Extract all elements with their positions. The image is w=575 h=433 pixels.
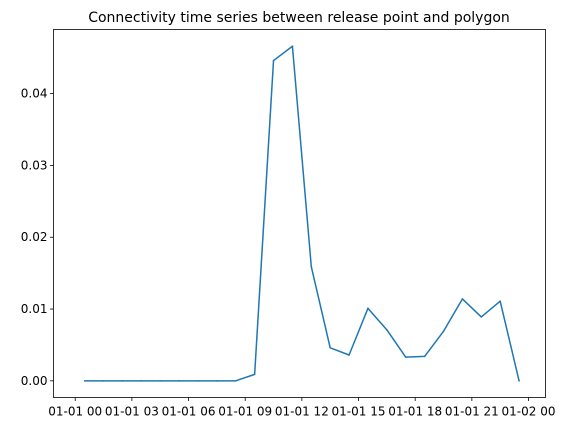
data-point <box>480 316 483 318</box>
plot-area <box>83 45 520 382</box>
data-point <box>253 373 256 376</box>
data-point <box>499 300 501 302</box>
y-tick-label: 0.03 <box>21 158 48 172</box>
data-point <box>159 380 162 382</box>
data-point <box>423 355 426 358</box>
series-line <box>84 45 520 382</box>
data-point <box>461 298 464 300</box>
data-point <box>102 380 105 382</box>
x-tick-label: 01-01 06 <box>162 405 216 419</box>
y-tick-label: 0.00 <box>21 374 48 388</box>
x-tick-label: 01-01 00 <box>48 405 102 419</box>
y-axis: 0.00 0.01 0.02 0.03 0.04 <box>21 87 54 388</box>
x-tick-label: 01-01 18 <box>388 405 442 419</box>
data-point <box>310 265 313 268</box>
data-point <box>442 330 445 333</box>
data-point <box>329 347 331 349</box>
data-point <box>216 380 218 382</box>
plot-frame <box>53 29 546 398</box>
x-tick-label: 01-01 03 <box>105 405 159 419</box>
data-point <box>367 307 369 310</box>
data-point <box>348 354 350 356</box>
x-tick-label: 01-01 21 <box>445 405 499 419</box>
data-point <box>404 356 407 358</box>
x-tick-label: 01-01 12 <box>275 405 329 419</box>
chart-title: Connectivity time series between release… <box>88 10 510 26</box>
data-point <box>121 380 124 382</box>
data-point <box>272 59 275 62</box>
x-tick-label: 01-01 15 <box>332 405 386 419</box>
y-tick-label: 0.01 <box>21 302 48 316</box>
data-point <box>234 380 237 382</box>
data-point <box>518 380 520 382</box>
x-tick-label: 01-01 09 <box>218 405 272 419</box>
x-tick-label: 01-02 00 <box>502 405 556 419</box>
data-point <box>291 45 294 48</box>
y-tick-label: 0.04 <box>21 87 48 101</box>
data-point <box>197 380 199 382</box>
data-point <box>386 329 388 331</box>
x-axis: 01-01 00 01-01 03 01-01 06 01-01 09 01-01 12… <box>48 397 556 419</box>
data-point <box>83 380 86 382</box>
y-tick-label: 0.02 <box>21 230 48 244</box>
data-point <box>178 380 180 382</box>
data-point <box>140 380 143 382</box>
